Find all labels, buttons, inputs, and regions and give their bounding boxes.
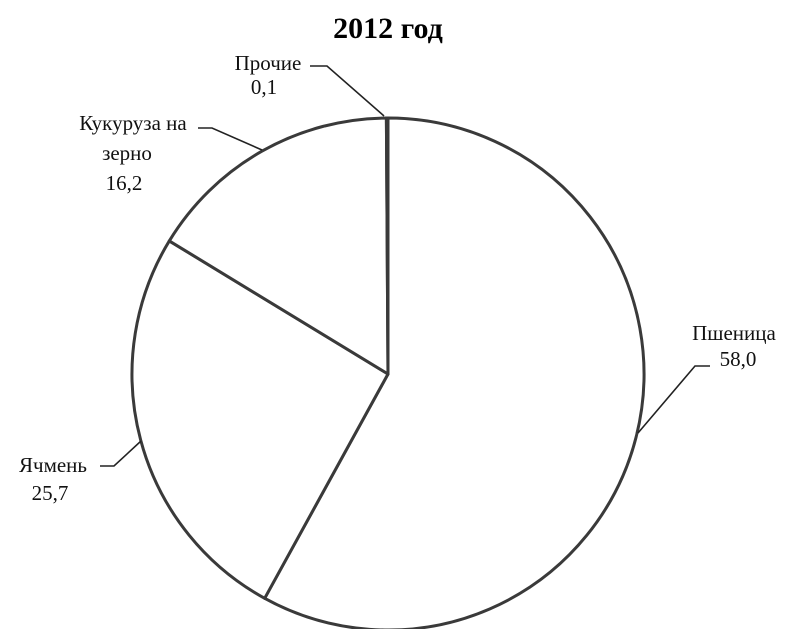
pie-slices	[130, 116, 646, 629]
slice-value-prochie: 0,1	[251, 75, 277, 99]
leader-line-yachmen	[100, 440, 142, 467]
leader-line-prochie	[310, 65, 385, 117]
slice-label-kukuruza-line1: Кукуруза на	[79, 111, 187, 135]
leader-line-pshenitsa	[637, 365, 710, 434]
leader-line-kukuruza	[198, 127, 263, 151]
slice-yachmen	[130, 239, 390, 600]
slice-kukuruza	[167, 116, 390, 376]
slice-label-kukuruza-line2: зерно	[102, 141, 152, 165]
slice-value-pshenitsa: 58,0	[720, 347, 757, 371]
slice-pshenitsa	[263, 116, 646, 629]
slice-value-kukuruza: 16,2	[106, 171, 143, 195]
slice-prochie	[384, 116, 390, 376]
chart-title: 2012 год	[333, 12, 443, 45]
slice-label-pshenitsa: Пшеница	[692, 321, 776, 345]
slice-label-prochie: Прочие	[235, 51, 302, 75]
slice-label-yachmen: Ячмень	[19, 453, 87, 477]
slice-value-yachmen: 25,7	[32, 481, 69, 505]
